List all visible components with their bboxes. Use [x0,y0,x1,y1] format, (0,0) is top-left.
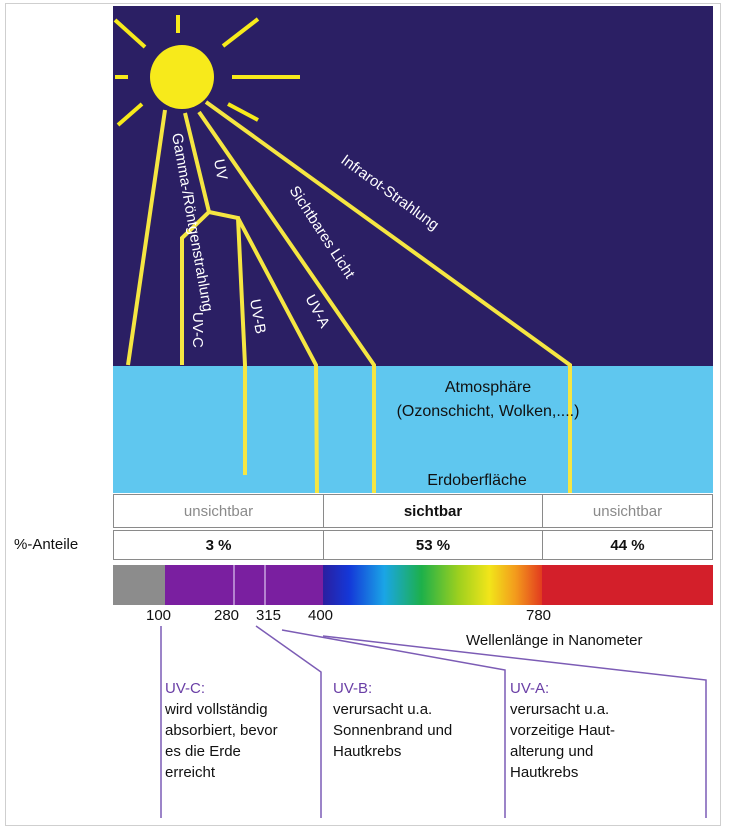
description-uv-b: UV-B: verursacht u.a. Sonnenbrand und Ha… [333,678,452,762]
spectrum-bar [113,565,713,605]
description-uv-a-head: UV-A: [510,680,550,697]
wavelength-axis-label: Wellenlänge in Nanometer [466,632,643,649]
tick-280: 280 [214,607,240,624]
sun-icon [113,15,300,127]
ray-uv-c [180,112,212,365]
description-line: verursacht u.a. [333,701,433,718]
description-line: vorzeitige Haut- [510,722,616,739]
description-uv-c-head: UV-C: [165,680,206,697]
atmosphere-band [113,366,713,493]
ray-infrared [204,100,572,493]
description-line: alterung und [510,743,594,760]
image-frame [5,3,721,826]
share-cell-infrared: 44 % [542,530,713,560]
visibility-cell-uv: unsichtbar [113,494,324,528]
tick-780: 780 [526,607,552,624]
spectrum-infrared [542,565,713,605]
description-line: erreicht [165,764,216,781]
label-uv: UV [210,158,230,181]
description-line: absorbiert, bevor [165,722,278,739]
description-uv-a: UV-A: verursacht u.a. vorzeitige Haut- a… [510,678,615,783]
description-line: Sonnenbrand und [333,722,453,739]
tick-100: 100 [146,607,172,624]
shares-label: %-Anteile [14,536,79,553]
description-line: verursacht u.a. [510,701,610,718]
description-line: Hautkrebs [333,743,402,760]
atmosphere-title: Atmosphäre [445,379,531,396]
label-uv-b: UV-B [246,298,269,335]
share-cell-visible: 53 % [323,530,543,560]
description-line: wird vollständig [165,701,268,718]
ray-visible [197,110,376,493]
tick-400: 400 [308,607,334,624]
radiation-rays [126,100,572,494]
description-connectors [160,625,707,818]
visibility-cell-infrared: unsichtbar [542,494,713,528]
description-uv-c: UV-C: wird vollständig absorbiert, bevor… [165,678,278,783]
spectrum-visible [323,565,542,605]
ground-label: Erdoberfläche [427,472,527,489]
tick-315: 315 [256,607,282,624]
description-uv-b-head: UV-B: [333,680,373,697]
sky-area [113,6,713,366]
visibility-cell-visible: sichtbar [323,494,543,528]
ray-uv-a [236,217,319,494]
ray-gamma [126,109,167,366]
description-line: es die Erde [165,743,241,760]
ray-uv-b [208,210,247,475]
description-line: Hautkrebs [510,764,579,781]
share-cell-uv: 3 % [113,530,324,560]
spectrum-gray [113,565,165,605]
atmosphere-subtitle: (Ozonschicht, Wolken,....) [397,403,580,420]
label-uv-c: UV-C [189,312,206,348]
spectrum-uv [165,565,323,605]
